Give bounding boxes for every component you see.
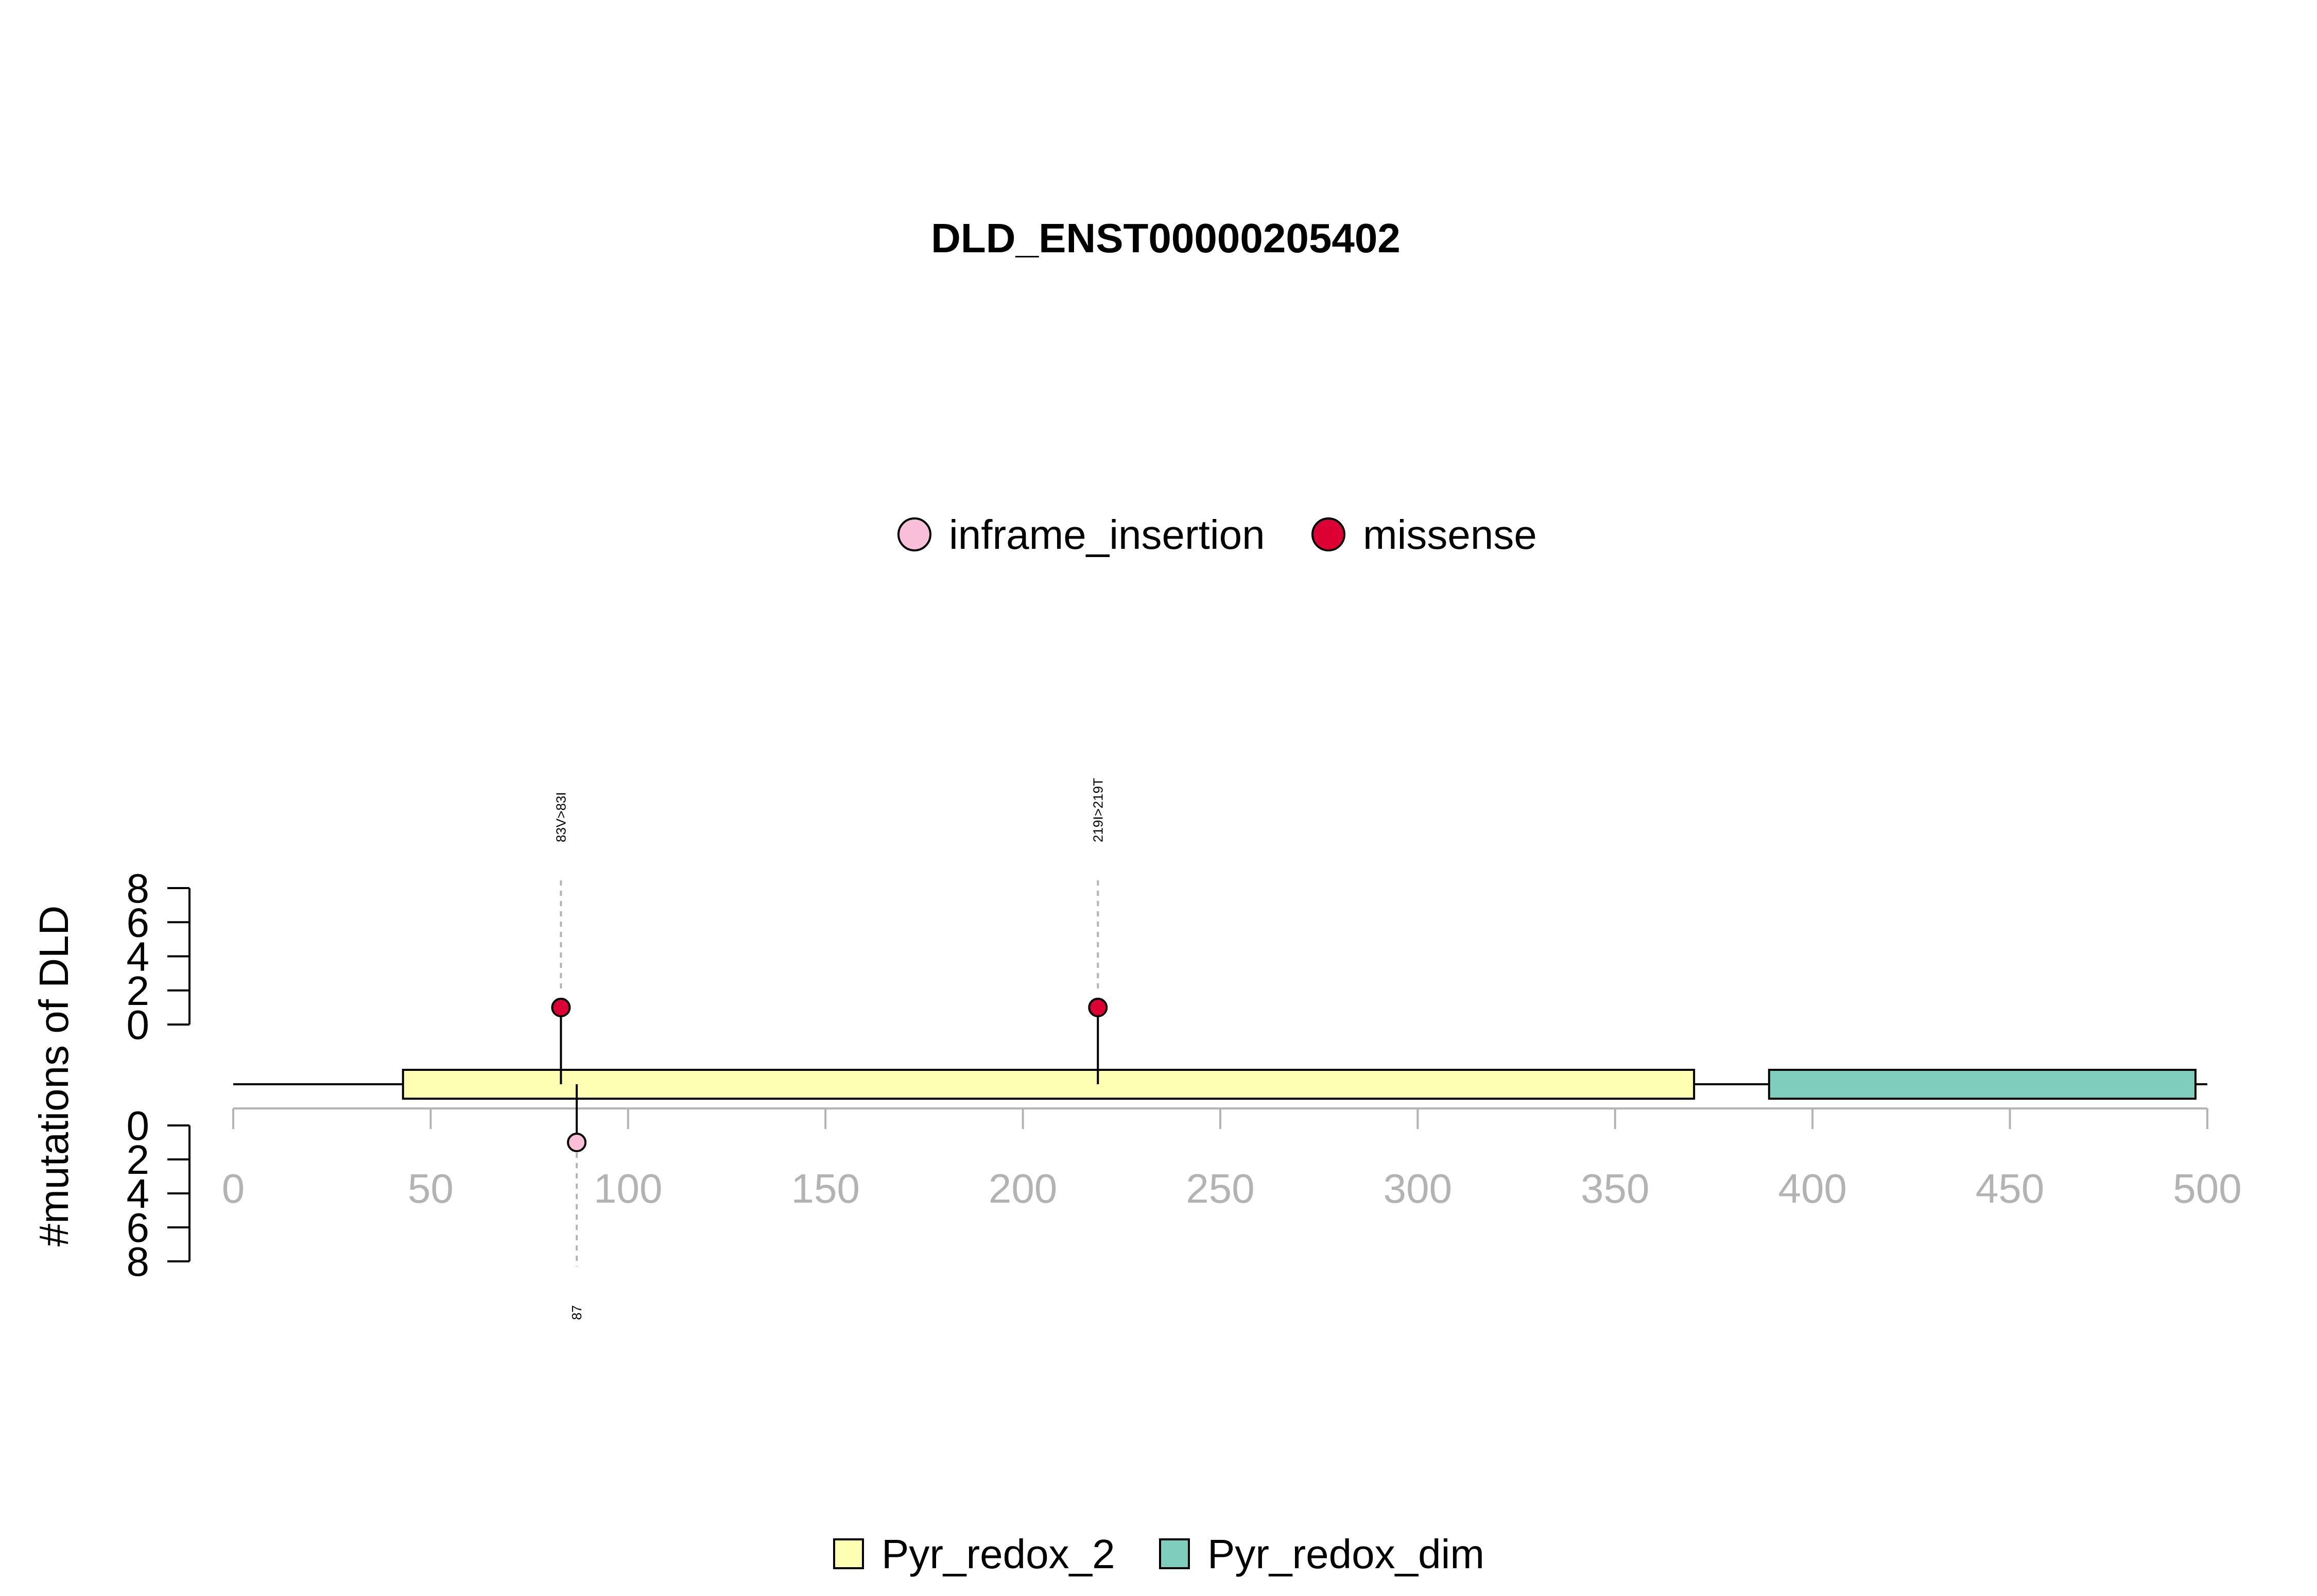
legend-swatch-Pyr_redox_2: [833, 1538, 864, 1569]
upper-y-tick-label: 2: [127, 968, 150, 1014]
legend-label-Pyr_redox_dim: Pyr_redox_dim: [1207, 1531, 1484, 1577]
x-tick-label: 400: [1778, 1166, 1846, 1211]
legend-label-inframe_insertion: inframe_insertion: [949, 512, 1265, 558]
legend-swatch-inframe_insertion: [897, 517, 931, 551]
legend-mutation-types: inframe_insertion missense: [897, 512, 1537, 558]
mutation-point-inframe_insertion: [567, 1133, 587, 1152]
legend-label-Pyr_redox_2: Pyr_redox_2: [881, 1531, 1115, 1577]
protein-backbone: [233, 1069, 2207, 1100]
x-tick-label: 150: [791, 1166, 859, 1211]
legend-swatch-missense: [1311, 517, 1345, 551]
x-tick-label: 250: [1186, 1166, 1254, 1211]
mutation-point-missense: [1088, 997, 1108, 1017]
x-tick-label: 100: [594, 1166, 662, 1211]
lower-y-tick-label: 8: [127, 1239, 150, 1285]
x-tick-label: 50: [408, 1166, 454, 1211]
lower-y-tick-label: 6: [127, 1205, 150, 1251]
upper-y-tick-label: 4: [127, 934, 150, 980]
mutation-label: 219I>219T: [1090, 778, 1105, 842]
x-tick-label: 450: [1976, 1166, 2044, 1211]
x-axis: 0 50 100 150 200 250 300 350 400 450 500: [222, 1107, 2242, 1211]
mutation-point-missense: [551, 997, 571, 1017]
x-tick-label: 200: [989, 1166, 1057, 1211]
mutation-label: 87: [569, 1305, 584, 1320]
lower-y-tick-label: 2: [127, 1137, 150, 1183]
upper-y-tick-label: 8: [127, 865, 150, 911]
chart-title: DLD_ENST00000205402: [931, 215, 1400, 261]
domain-Pyr_redox_2: [402, 1069, 1696, 1100]
x-tick-label: 300: [1384, 1166, 1452, 1211]
legend-domains: Pyr_redox_2 Pyr_redox_dim: [833, 1531, 1484, 1577]
upper-y-tick-label: 6: [127, 899, 150, 945]
mutation-label: 83V>83I: [553, 792, 568, 842]
legend-swatch-Pyr_redox_dim: [1159, 1538, 1190, 1569]
y-axis-label: #mutations of DLD: [31, 906, 77, 1247]
lower-y-tick-label: 4: [127, 1171, 150, 1217]
legend-label-missense: missense: [1363, 512, 1537, 558]
x-tick-label: 0: [222, 1166, 245, 1211]
mutation-lollipops: 83V>83I 219I>219T 87: [551, 778, 1108, 1320]
upper-y-tick-label: 0: [127, 1002, 150, 1048]
domain-Pyr_redox_dim: [1768, 1069, 2197, 1100]
x-tick-label: 350: [1581, 1166, 1649, 1211]
x-tick-label: 500: [2173, 1166, 2241, 1211]
lower-y-tick-label: 0: [127, 1103, 150, 1149]
